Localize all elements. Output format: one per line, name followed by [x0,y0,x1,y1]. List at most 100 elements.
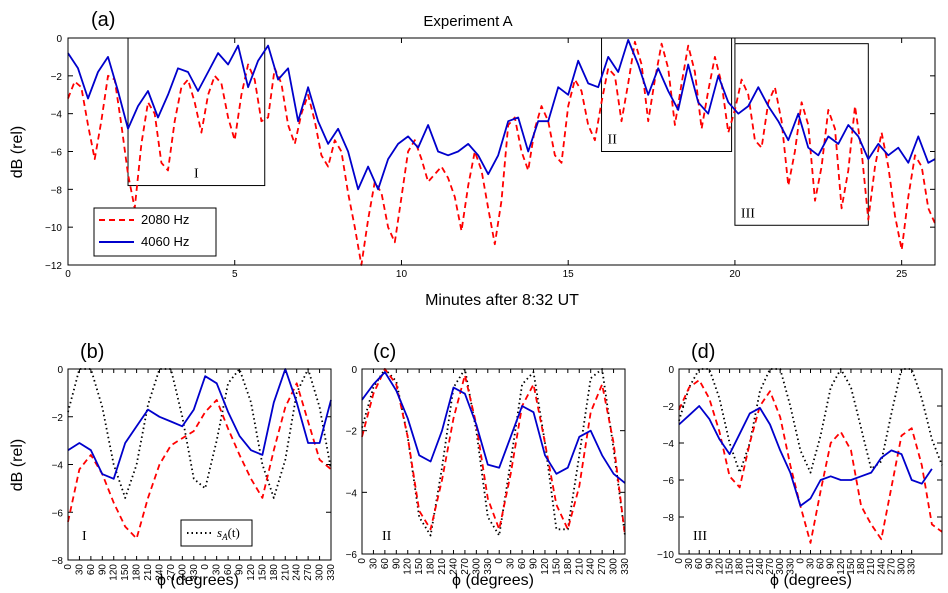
x-tick-label: 210 [143,564,154,581]
x-tick-label: 240 [586,558,597,575]
x-tick-label: 25 [896,269,908,280]
panel-a-legend: 2080 Hz 4060 Hz [93,207,217,257]
panel-d-letter: (d) [691,341,715,363]
x-tick-label: 30 [506,558,517,570]
x-tick-label: 90 [826,558,837,570]
y-tick-label: −6 [52,508,64,519]
region-box-ii [601,37,733,152]
panel-b-legend: sA(t) [180,519,253,547]
x-tick-label: 210 [866,558,877,575]
x-tick-label: 120 [836,558,847,575]
y-tick-label: 0 [57,365,63,376]
legend-label-2080: 2080 Hz [141,212,189,227]
x-tick-label: 270 [166,564,177,581]
y-tick-label: −4 [663,439,675,450]
x-tick-label: 150 [257,564,268,581]
x-tick-label: 300 [315,564,326,581]
x-tick-label: 20 [729,269,741,280]
region-box-label: III [741,206,755,221]
region-box-label: II [608,133,618,148]
x-tick-label: 330 [907,558,918,575]
x-tick-label: 270 [886,558,897,575]
y-tick-label: 0 [668,365,674,376]
x-tick-label: 210 [437,558,448,575]
panel-a-axes-frame [67,37,936,266]
x-tick-label: 0 [357,558,368,564]
x-tick-label: 330 [326,564,337,581]
x-tick-label: 15 [563,269,575,280]
panel-a-ticks: 0 5 10 15 20 25 0 −2 −4 −6 −8 −10 −12 [45,34,935,280]
panel-c-xlabel: ϕ (degrees) [452,572,534,589]
x-tick-label: 180 [132,564,143,581]
x-tick-label: 30 [684,558,695,570]
panel-d: (d) 0 30 60 90 120 150 180 210 240 270 300 330 0 30 60… [657,341,943,589]
legend-box [93,207,217,257]
x-tick-label: 180 [856,558,867,575]
x-tick-label: 120 [109,564,120,581]
x-tick-label: 60 [694,558,705,570]
x-tick-label: 90 [391,558,402,570]
x-tick-label: 150 [414,558,425,575]
x-tick-label: 150 [551,558,562,575]
x-tick-label: 270 [303,564,314,581]
x-tick-label: 330 [620,558,631,575]
y-tick-label: −10 [45,223,62,234]
panel-c-region-label: II [382,529,392,544]
region-box-label: I [194,167,199,182]
panel-d-region-label: III [693,529,707,544]
y-tick-label: −4 [346,488,358,499]
legend-label-4060: 4060 Hz [141,234,189,249]
x-tick-label: 0 [65,269,71,280]
y-tick-label: −4 [52,461,64,472]
series-line-sa-t- [678,368,943,474]
x-tick-label: 120 [403,558,414,575]
series-line-4060-hz [67,39,936,191]
y-tick-label: −12 [45,261,62,272]
panel-b-region-label: I [82,529,87,544]
y-tick-label: −8 [51,185,63,196]
x-tick-label: 60 [517,558,528,570]
series-line-4060-hz [678,405,933,507]
x-tick-label: 10 [396,269,408,280]
x-tick-label: 270 [597,558,608,575]
x-tick-label: 0 [200,564,211,570]
x-tick-label: 240 [876,558,887,575]
x-tick-label: 150 [120,564,131,581]
x-tick-label: 120 [246,564,257,581]
x-tick-label: 90 [235,564,246,576]
series-line-2080-hz [67,382,332,540]
panel-a-letter: (a) [91,9,115,31]
x-tick-label: 330 [483,558,494,575]
y-tick-label: −6 [346,550,358,561]
x-tick-label: 90 [704,558,715,570]
x-tick-label: 330 [785,558,796,575]
x-tick-label: 120 [540,558,551,575]
y-tick-label: −2 [51,72,63,83]
panel-c: (c) 0 30 60 90 120 150 180 210 240 270 300 330 0 30 60… [346,341,631,589]
panel-d-xlabel: ϕ (degrees) [770,572,852,589]
region-box-i [127,37,266,187]
x-tick-label: 300 [775,558,786,575]
x-tick-label: 90 [529,558,540,570]
series-line-sa-t- [67,368,332,499]
x-tick-label: 300 [609,558,620,575]
panel-c-letter: (c) [373,341,396,363]
panel-a: (a) Experiment A dB (rel) Minutes after … [9,9,936,309]
x-tick-label: 240 [292,564,303,581]
x-tick-label: 330 [189,564,200,581]
x-tick-label: 60 [816,558,827,570]
panel-b-legend-label: sA(t) [217,525,240,542]
x-tick-label: 30 [368,558,379,570]
series-line-2080-hz [361,368,626,536]
panel-d-series [678,368,943,544]
panel-b-axes-frame [67,368,332,561]
series-line-4060-hz [361,371,626,484]
x-tick-label: 150 [725,558,736,575]
x-tick-label: 180 [269,564,280,581]
panel-b-legend-box [180,519,253,547]
x-tick-label: 150 [846,558,857,575]
x-tick-label: 30 [806,558,817,570]
region-box-iii [734,43,869,226]
x-tick-label: 180 [563,558,574,575]
x-tick-label: 300 [897,558,908,575]
